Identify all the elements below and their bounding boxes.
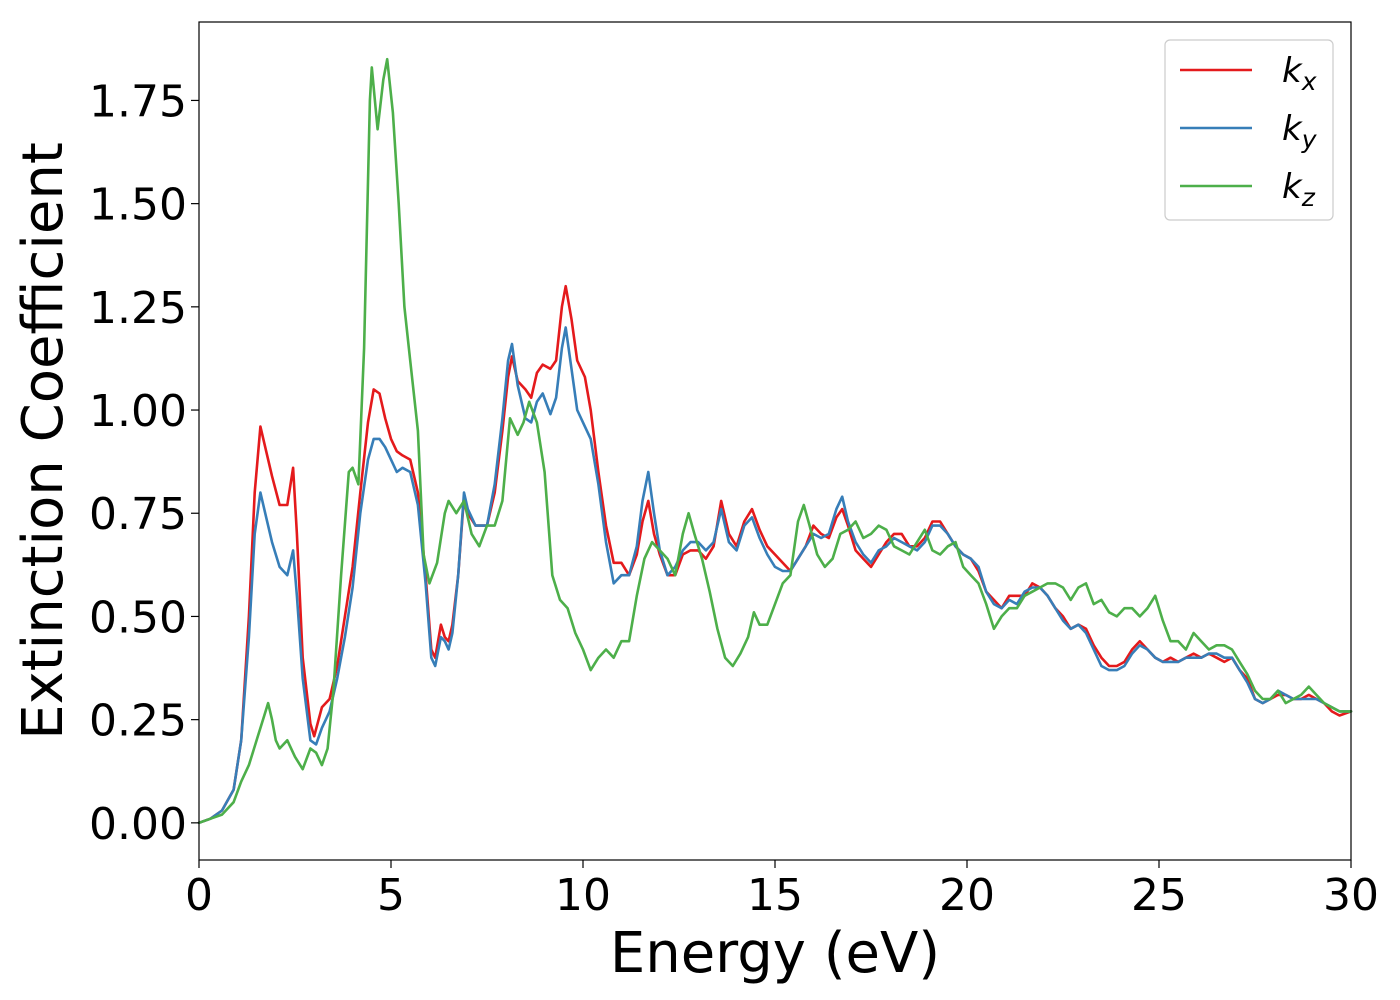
legend-label-base: k	[1282, 51, 1303, 91]
y-tick-label: 1.75	[89, 76, 187, 127]
y-tick-label: 0.00	[89, 799, 187, 850]
y-axis: 0.00 0.25 0.50 0.75 1.00 1.25 1.50 1.75	[89, 76, 199, 850]
legend-frame	[1164, 39, 1334, 221]
x-axis: 0 5 10 15 20 25 30	[185, 860, 1379, 921]
x-tick-label: 20	[939, 870, 995, 921]
x-tick-label: 10	[555, 870, 611, 921]
y-tick-label: 1.25	[89, 283, 187, 334]
x-tick-label: 15	[747, 870, 803, 921]
y-tick-label: 1.00	[89, 386, 187, 437]
x-axis-label: Energy (eV)	[610, 921, 940, 986]
y-tick-label: 0.50	[89, 592, 187, 643]
x-tick-label: 25	[1131, 870, 1187, 921]
x-tick-label: 5	[377, 870, 405, 921]
legend-label-z: kz	[1282, 167, 1316, 212]
y-axis-label: Extinction Coefficient	[11, 142, 76, 740]
series-layer	[197, 57, 1353, 825]
series-line-z	[197, 57, 1353, 825]
legend-label-x: kx	[1282, 51, 1317, 96]
x-tick-label: 30	[1323, 870, 1379, 921]
x-tick-label: 0	[185, 870, 213, 921]
legend-label-subscript: y	[1301, 125, 1318, 154]
legend-label-base: k	[1282, 167, 1303, 207]
legend-label-subscript: x	[1301, 67, 1317, 96]
legend-label-base: k	[1282, 109, 1303, 149]
series-line-y	[197, 326, 1353, 825]
legend-label-subscript: z	[1301, 183, 1316, 212]
y-tick-label: 1.50	[89, 180, 187, 231]
y-tick-label: 0.75	[89, 489, 187, 540]
legend-label-y: ky	[1282, 109, 1318, 154]
y-tick-label: 0.25	[89, 696, 187, 747]
